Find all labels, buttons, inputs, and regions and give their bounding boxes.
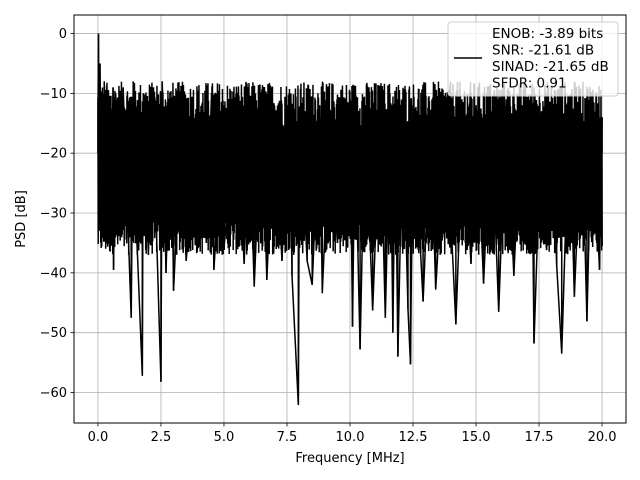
x-tick-label: 0.0 [88,430,109,445]
x-tick-label: 5.0 [214,430,235,445]
x-tick-label: 10.0 [336,430,365,445]
y-tick-label: −30 [40,207,67,222]
legend-entry-line: ENOB: -3.89 bits [492,26,603,42]
axis-ticks: 0.0 2.5 5.0 7.5 10.0 12.5 15.0 17.5 20.0 0 −10 −20 −… [40,27,617,445]
y-tick-label: −20 [40,147,67,162]
x-tick-label: 7.5 [277,430,298,445]
y-tick-label: −10 [40,87,67,102]
legend-entry-line: SNR: -21.61 dB [492,43,594,59]
x-tick-label: 12.5 [399,430,428,445]
x-tick-label: 2.5 [151,430,172,445]
x-tick-label: 15.0 [462,430,491,445]
legend-box [447,21,619,97]
y-tick-label: −50 [40,326,67,341]
y-tick-label: 0 [59,27,67,42]
x-tick-label: 20.0 [588,430,617,445]
y-tick-label: −40 [40,266,67,281]
x-axis-label: Frequency [MHz] [295,451,404,466]
x-tick-label: 17.5 [525,430,554,445]
legend-entry-line: SINAD: -21.65 dB [492,59,609,75]
y-tick-label: −60 [40,386,67,401]
plot-area [97,33,603,406]
legend-entry-line: SFDR: 0.91 [492,76,567,92]
y-axis-label: PSD [dB] [14,190,29,248]
